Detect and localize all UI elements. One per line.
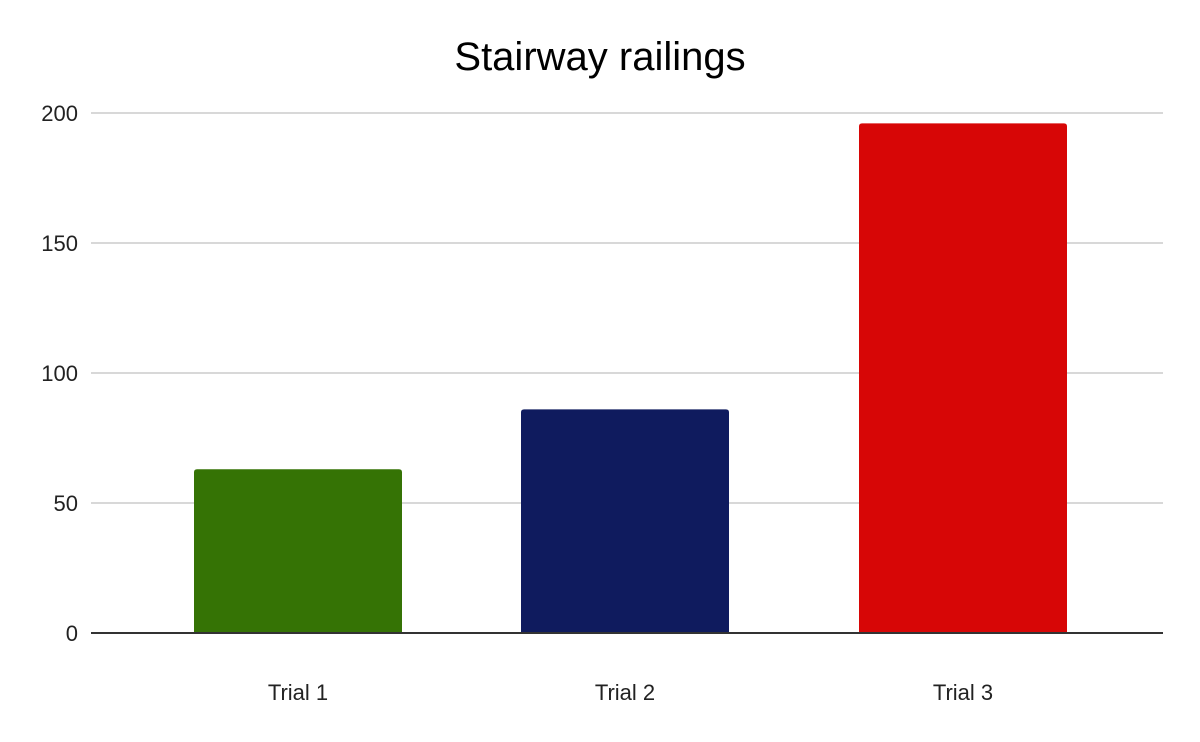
y-axis-tick-labels: 0 50 100 150 200 [41,101,78,646]
x-tick-label: Trial 2 [595,680,655,705]
x-axis-tick-labels: Trial 1 Trial 2 Trial 3 [268,680,993,705]
y-tick-label: 100 [41,361,78,386]
bar-trial-3 [859,123,1067,634]
chart-title: Stairway railings [454,35,745,79]
bars [194,123,1067,634]
x-tick-label: Trial 1 [268,680,328,705]
y-tick-label: 0 [66,621,78,646]
bar-trial-1 [194,469,402,633]
y-tick-label: 50 [54,491,78,516]
y-tick-label: 200 [41,101,78,126]
y-tick-label: 150 [41,231,78,256]
x-tick-label: Trial 3 [933,680,993,705]
bar-trial-2 [521,409,729,633]
